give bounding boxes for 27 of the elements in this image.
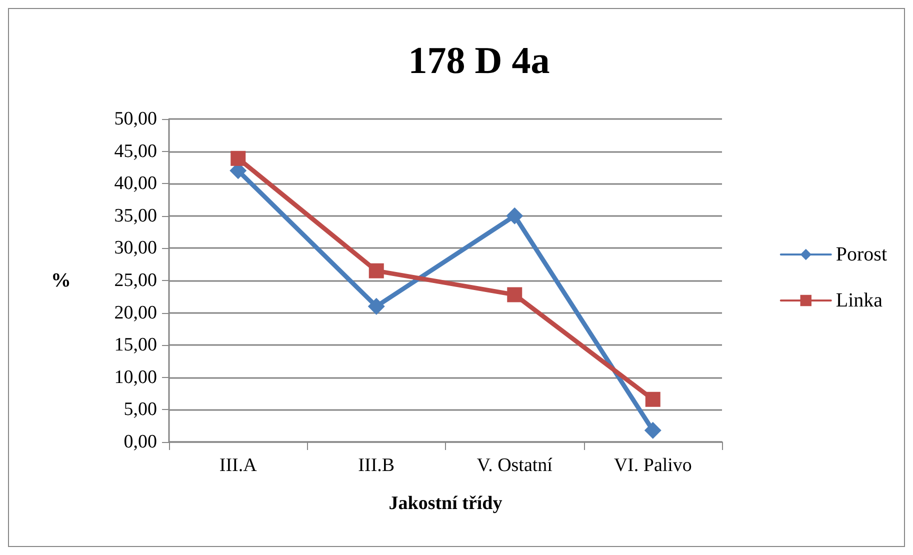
y-axis-title: % xyxy=(51,270,71,292)
x-axis-title: Jakostní třídy xyxy=(388,493,503,514)
point xyxy=(368,298,385,315)
x-tick-label: V. Ostatní xyxy=(476,455,554,476)
point xyxy=(506,207,524,224)
point xyxy=(507,287,522,302)
point xyxy=(645,392,660,407)
y-tick-label: 35,00 xyxy=(114,205,157,226)
legend-label: Porost xyxy=(836,244,888,266)
x-tick-label: VI. Palivo xyxy=(614,455,692,476)
y-tick-label: 15,00 xyxy=(114,334,157,356)
point xyxy=(368,263,384,278)
y-tick-label: 20,00 xyxy=(114,302,157,324)
y-tick-label: 30,00 xyxy=(114,238,157,259)
x-tick-label: III.A xyxy=(219,455,258,476)
x-tick-label: III.B xyxy=(358,455,395,476)
y-tick-label: 40,00 xyxy=(114,173,157,194)
y-tick-label: 10,00 xyxy=(114,366,157,388)
y-tick-label: 50,00 xyxy=(114,108,157,130)
y-tick-label: 0,00 xyxy=(124,432,157,452)
y-tick-label: 45,00 xyxy=(114,140,157,162)
legend-label: Linka xyxy=(836,290,883,312)
point xyxy=(644,422,662,439)
y-tick-label: 25,00 xyxy=(114,270,157,291)
y-tick-label: 5,00 xyxy=(124,399,157,420)
point xyxy=(230,150,246,166)
chart-title: 178 D 4a xyxy=(408,40,550,82)
